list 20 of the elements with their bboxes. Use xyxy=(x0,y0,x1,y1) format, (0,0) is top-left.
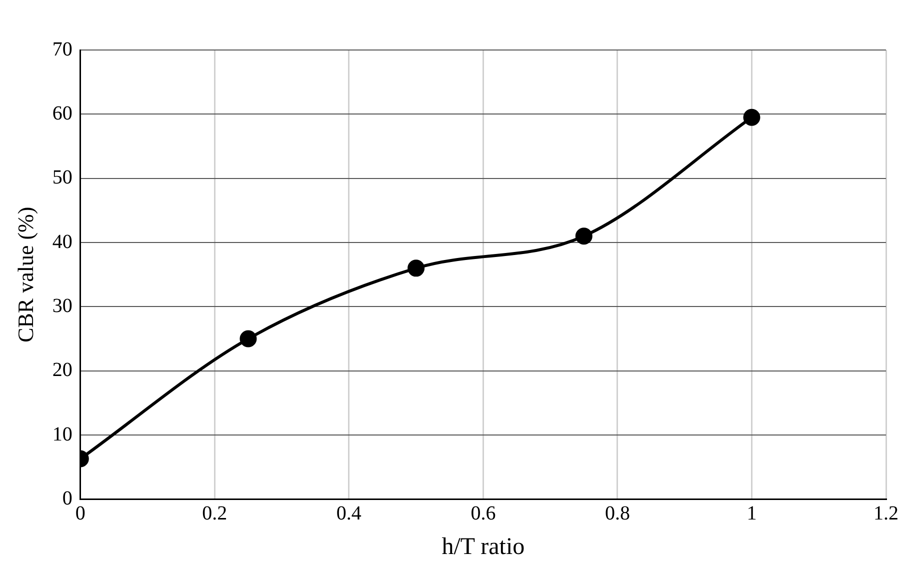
x-tick-label: 0.6 xyxy=(470,502,496,524)
point xyxy=(743,108,760,126)
x-tick-label: 1.2 xyxy=(874,502,898,524)
x-tick-label: 1 xyxy=(746,502,757,524)
y-tick-label: 60 xyxy=(52,102,72,124)
y-axis-title: CBR value (%) xyxy=(12,206,38,342)
y-tick-label: 0 xyxy=(62,487,72,510)
y-tick-label: 30 xyxy=(52,294,72,317)
x-tick-label: 0.2 xyxy=(202,502,228,524)
point xyxy=(408,260,425,277)
point xyxy=(240,330,257,348)
x-axis-title: h/T ratio xyxy=(442,534,525,560)
x-tick-label: 0.4 xyxy=(336,502,362,524)
point xyxy=(575,228,592,245)
y-tick-label: 40 xyxy=(52,230,72,253)
x-tick-label: 0.8 xyxy=(604,502,630,524)
y-tick-label: 70 xyxy=(52,38,72,60)
y-tick-label: 10 xyxy=(52,423,72,446)
y-tick-label: 20 xyxy=(52,359,72,382)
y-tick-label: 50 xyxy=(52,166,72,189)
